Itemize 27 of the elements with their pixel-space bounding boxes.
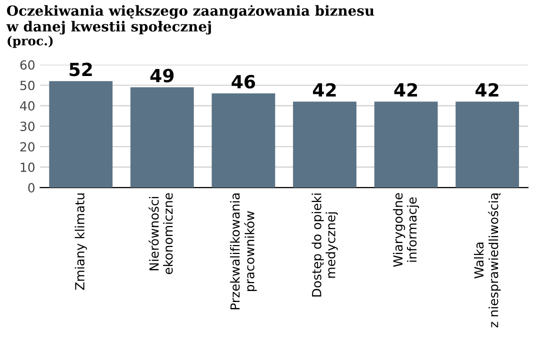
bar xyxy=(456,102,520,188)
y-tick-label: 10 xyxy=(20,162,35,172)
y-tick-label: 0 xyxy=(28,183,35,192)
y-tick-label: 50 xyxy=(20,80,35,90)
y-tick-label: 40 xyxy=(20,101,35,111)
data-label: 49 xyxy=(150,68,174,82)
bar xyxy=(374,102,438,188)
chart-title: Oczekiwania większego zaangażowania biznesu w danej kwestii społecznej xyxy=(6,5,374,35)
data-label: 42 xyxy=(312,83,336,96)
x-tick-label: Nierówności ekonomiczne xyxy=(148,193,173,274)
data-label: 46 xyxy=(232,74,256,89)
data-label: 42 xyxy=(394,83,418,96)
x-tick-label: Wiarygodne informacje xyxy=(392,193,420,267)
data-label: 42 xyxy=(476,83,498,96)
x-tick-label: Przekwalifikowania pracowników xyxy=(230,194,257,310)
bar xyxy=(49,81,113,188)
data-label: 52 xyxy=(70,62,92,76)
x-tick-label: Zmiany klimatu xyxy=(74,194,87,290)
y-tick-label: 30 xyxy=(20,122,35,132)
y-tick-label: 60 xyxy=(20,60,35,70)
chart-subtitle: (proc.) xyxy=(8,36,53,48)
bar xyxy=(130,87,194,188)
bar xyxy=(212,93,276,188)
x-tick-label: Dostęp do opieki medycznej xyxy=(312,194,338,296)
y-tick-label: 20 xyxy=(20,142,35,152)
bar xyxy=(293,102,356,188)
x-tick-label: Walka z niesprawiedliwością xyxy=(474,193,501,328)
